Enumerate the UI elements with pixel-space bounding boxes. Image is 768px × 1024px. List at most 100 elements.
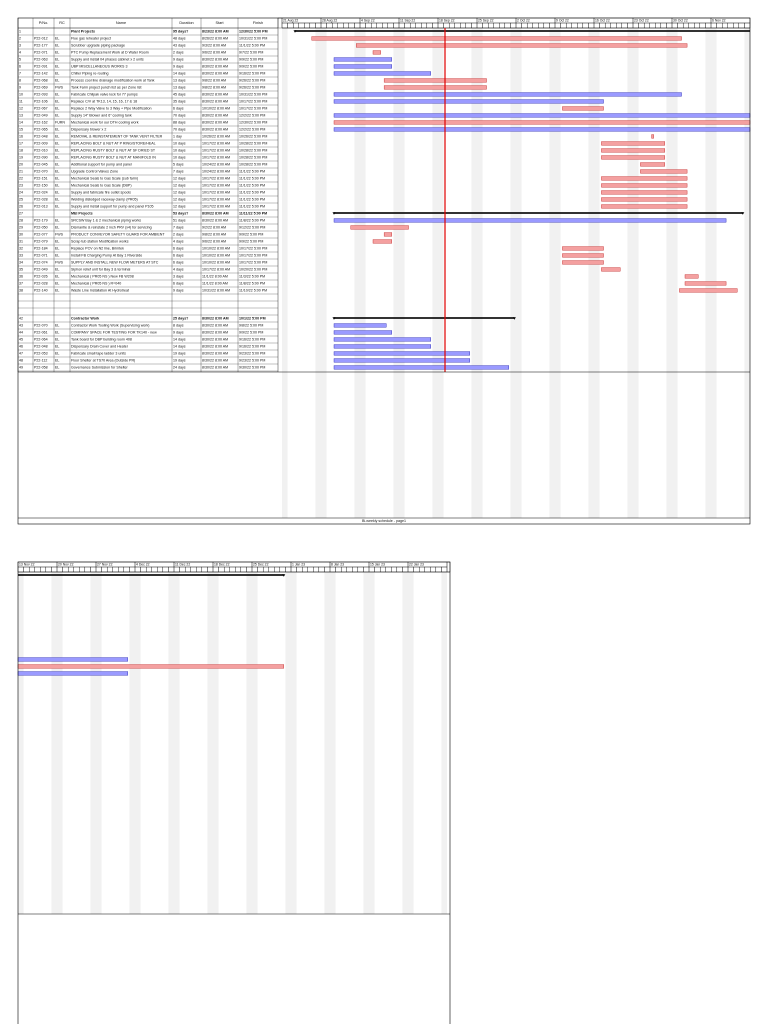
task-bar [333, 351, 471, 356]
cell-finish: 10/1/22 5:00 PM [239, 316, 266, 320]
cell-rc: EL [55, 281, 59, 285]
day-cell [435, 566, 442, 573]
weekend-stripe [471, 28, 477, 518]
day-cell [340, 566, 347, 573]
summary-cap [741, 212, 745, 215]
cell-rc: EL [55, 141, 59, 145]
weekend-stripe [672, 28, 678, 518]
weekend-stripe [354, 28, 360, 518]
cell-pno: P22-050 [34, 225, 48, 229]
task-bar [356, 43, 688, 48]
weekend-stripe [246, 572, 252, 914]
footer: Bi-weekly schedule - page1 [362, 519, 406, 523]
cell-rc: EL [55, 50, 59, 54]
cell-rc: EL [55, 323, 59, 327]
cell-start: 8/30/22 8:00 AM [202, 323, 228, 327]
cell-id: 26 [19, 204, 23, 208]
day-cell [538, 22, 545, 29]
day-cell [251, 566, 258, 573]
weekend-stripe [57, 572, 63, 914]
cell-name: Upgrade Control Valves Zone [71, 169, 118, 173]
week-label: 11 Sep 22 [400, 18, 415, 22]
cell-finish: 10/17/22 5:00 PM [239, 253, 267, 257]
task-bar [601, 155, 666, 160]
cell-start: 11/1/22 8:00 AM [202, 274, 228, 278]
week-label: 16 Oct 22 [595, 18, 610, 22]
cell-id: 18 [19, 148, 23, 152]
cell-rc: EL [55, 197, 59, 201]
day-cell [184, 566, 191, 573]
day-cell [424, 566, 431, 573]
day-cell [207, 566, 214, 573]
task-bar [350, 225, 409, 230]
cell-id: 24 [19, 190, 23, 194]
cell-id: 12 [19, 106, 23, 110]
cell-start: 9/3/22 8:00 AM [202, 43, 226, 47]
task-bar [333, 344, 432, 349]
cell-start: 10/17/22 8:00 AM [202, 141, 230, 145]
day-cell [471, 22, 478, 29]
cell-id: 29 [19, 225, 23, 229]
weekend-stripe [744, 28, 750, 518]
task-bar [17, 657, 129, 662]
cell-duration: 9 days [173, 330, 184, 334]
day-cell [460, 22, 467, 29]
cell-start: 8/23/22 8:00 AM [202, 29, 229, 33]
cell-finish: 12/2/22 5:00 PM [239, 127, 265, 131]
day-cell [593, 22, 600, 29]
cell-start: 10/10/22 8:00 AM [202, 253, 230, 257]
day-cell [134, 566, 141, 573]
cell-name: Fabricate Chilpak valve lock for 77 pump… [71, 92, 138, 96]
cell-start: 9/2/22 8:00 AM [202, 225, 226, 229]
day-cell [173, 566, 180, 573]
cell-id: 20 [19, 162, 23, 166]
day-cell [246, 566, 253, 573]
cell-start: 10/17/22 8:00 AM [202, 148, 230, 152]
day-cell [396, 566, 403, 573]
summary-cap [512, 317, 516, 320]
day-cell [677, 22, 684, 29]
weekend-stripe [711, 28, 717, 518]
task-bar [562, 106, 604, 111]
weekend-stripe [213, 572, 219, 914]
cell-start: 10/24/22 8:00 AM [202, 162, 230, 166]
day-cell [560, 22, 567, 29]
cell-duration: 14 days [173, 71, 186, 75]
cell-id: 3 [19, 43, 21, 47]
cell-pno: P22-028 [34, 197, 48, 201]
summary-bar [18, 574, 284, 576]
cell-rc: EL [55, 127, 59, 131]
day-cell [235, 566, 242, 573]
day-cell [382, 22, 389, 29]
week-label: 15 Jan 23 [370, 562, 385, 566]
cell-duration: 10 days [173, 148, 186, 152]
week-label: 25 Dec 22 [253, 562, 269, 566]
cell-id: 7 [19, 71, 21, 75]
day-cell [201, 566, 208, 573]
cell-duration: 19 days [173, 358, 186, 362]
week-label: 22 Jan 23 [409, 562, 424, 566]
cell-duration: 6 days [173, 260, 184, 264]
cell-duration: 6 days [173, 253, 184, 257]
day-cell [688, 22, 695, 29]
cell-rc: EL [55, 225, 59, 229]
task-bar [333, 64, 393, 69]
summary-bar [334, 317, 515, 319]
weekend-stripe [129, 572, 135, 914]
cell-pno: P22-045 [34, 162, 48, 166]
cell-name: REPLACING BOLT & NUT AT P RING/STORE/HEA… [71, 141, 156, 145]
cell-id: 13 [19, 113, 23, 117]
cell-id: 8 [19, 78, 21, 82]
day-cell [40, 566, 47, 573]
cell-duration: 12 days [173, 197, 186, 201]
cell-id: 27 [19, 211, 23, 215]
cell-id: 5 [19, 57, 21, 61]
day-cell [28, 566, 35, 573]
task-bar [601, 204, 688, 209]
task-bar [601, 267, 621, 272]
cell-duration: 7 days [173, 169, 184, 173]
day-cell [404, 22, 411, 29]
cell-duration: 48 days [173, 36, 186, 40]
cell-duration: 2 days [173, 50, 184, 54]
day-cell [738, 22, 745, 29]
